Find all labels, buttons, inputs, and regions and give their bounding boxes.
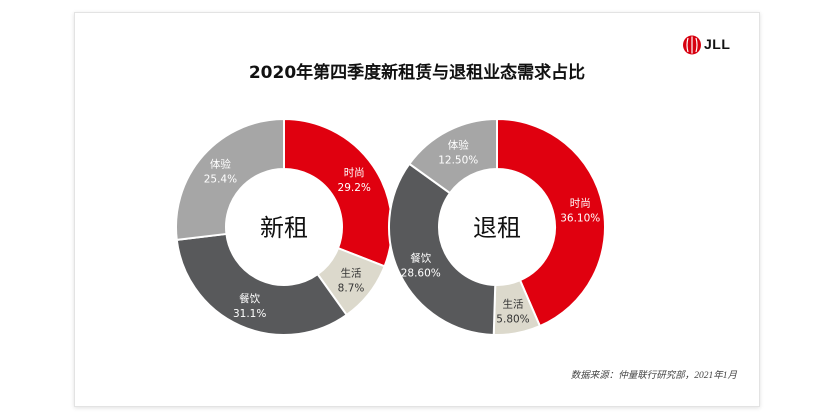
donut-0-center-label: 新租 <box>260 214 308 242</box>
logo-text: JLL <box>704 36 731 52</box>
report-slide: 2020年第四季度新租赁与退租业态需求占比 JLL 时尚 29.2% 生活 8.7% 餐… <box>74 12 760 407</box>
donut-0-slice-1-value: 8.7% <box>338 282 365 294</box>
donut-0-slice-0-value: 29.2% <box>338 182 371 194</box>
donut-1-slice-3-label: 体验 <box>448 138 469 151</box>
donut-1-slice-0 <box>496 117 606 328</box>
donut-1-slice-1-value: 5.80% <box>496 313 529 325</box>
donut-1-center-label: 退租 <box>473 214 521 242</box>
donut-0-slice-2-label: 餐饮 <box>239 292 260 305</box>
jll-logo: JLL <box>682 35 746 57</box>
donut-1-slice-2 <box>388 162 497 336</box>
donut-1-slice-2-label: 餐饮 <box>410 252 431 265</box>
chart-title: 2020年第四季度新租赁与退租业态需求占比 <box>248 63 586 83</box>
donut-0-slice-0-label: 时尚 <box>344 166 365 179</box>
source-note: 数据来源：仲量联行研究部，2021年1月 <box>570 371 737 381</box>
donut-1-slice-0-label: 时尚 <box>570 197 591 210</box>
donut-0-slice-0 <box>283 117 393 268</box>
donut-0-slice-3-label: 体验 <box>210 158 231 171</box>
donut-1-slice-0-value: 36.10% <box>560 213 600 225</box>
jll-logo-icon <box>683 35 701 55</box>
donut-charts: 时尚 29.2% 生活 8.7% 餐饮 31.1% 体验 25.4% 新租 时尚 36.10% 生活 5… <box>175 117 606 336</box>
donut-0-slice-2 <box>175 232 349 336</box>
donut-0-slice-1-label: 生活 <box>341 266 362 279</box>
donut-1-slice-1-label: 生活 <box>502 297 523 310</box>
donut-0-slice-3-value: 25.4% <box>204 174 237 186</box>
donut-1-slice-2-value: 28.60% <box>401 268 441 280</box>
donut-1-slice-3-value: 12.50% <box>438 154 478 166</box>
donut-0-slice-3 <box>175 117 285 242</box>
donut-1-slice-3 <box>407 117 498 195</box>
donut-0-slice-2-value: 31.1% <box>233 308 266 320</box>
